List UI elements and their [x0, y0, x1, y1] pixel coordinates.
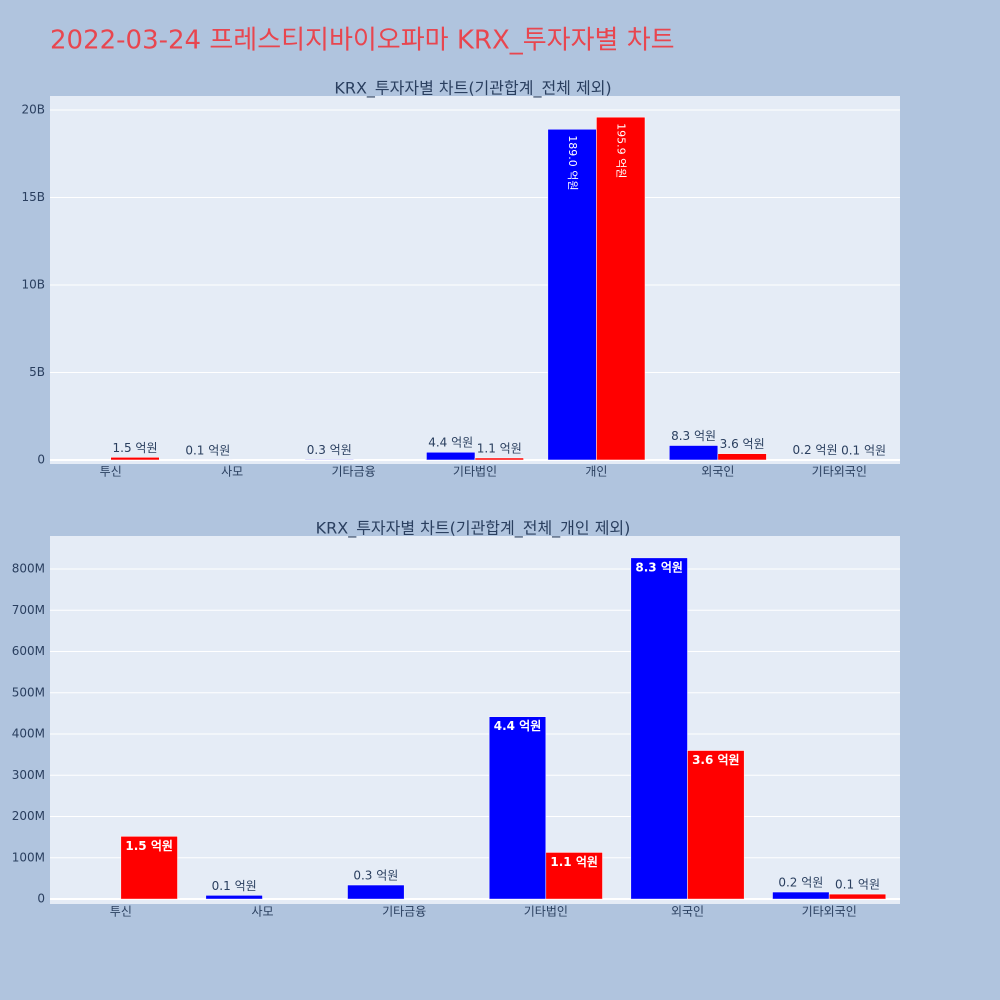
bar	[687, 750, 745, 900]
y-tick-label: 15B	[21, 190, 45, 204]
data-label: 1.5 억원	[113, 441, 158, 455]
bar	[772, 891, 830, 900]
data-label: 0.1 억원	[841, 443, 886, 457]
data-label: 8.3 억원	[635, 560, 683, 574]
x-tick-label: 사모	[251, 905, 273, 919]
y-tick-label: 700M	[12, 603, 45, 617]
data-label: 0.1 억원	[185, 443, 230, 457]
y-tick-label: 400M	[12, 727, 45, 741]
x-tick-label: 외국인	[671, 905, 704, 919]
data-label: 1.1 억원	[477, 441, 522, 455]
bar	[828, 893, 887, 900]
bar	[426, 451, 476, 461]
bar	[669, 445, 719, 461]
chart-title: KRX_투자자별 차트(기관합계_전체_개인 제외)	[316, 519, 631, 539]
x-tick-label: 외국인	[701, 465, 734, 479]
data-label: 189.0 억원	[566, 135, 579, 190]
y-tick-label: 800M	[12, 562, 45, 576]
y-tick-label: 5B	[29, 365, 45, 379]
bar	[717, 453, 767, 461]
bar	[304, 459, 354, 461]
x-tick-label: 기타외국인	[812, 465, 867, 479]
x-tick-label: 기타법인	[524, 905, 568, 919]
x-tick-label: 기타외국인	[802, 905, 857, 919]
y-tick-label: 0	[37, 892, 45, 906]
data-label: 195.9 억원	[615, 123, 628, 178]
data-label: 0.1 억원	[835, 878, 880, 892]
chart-title: KRX_투자자별 차트(기관합계_전체 제외)	[334, 79, 611, 99]
bar	[205, 895, 263, 900]
y-tick-label: 300M	[12, 768, 45, 782]
x-tick-label: 기타금융	[382, 905, 426, 919]
x-tick-label: 투신	[110, 905, 132, 919]
y-tick-label: 100M	[12, 850, 45, 864]
plot-area	[50, 96, 900, 464]
bar	[596, 116, 646, 461]
data-label: 3.6 억원	[720, 437, 765, 451]
bar	[474, 457, 524, 461]
bar	[347, 884, 405, 900]
bar	[547, 128, 597, 461]
y-tick-label: 10B	[21, 277, 45, 291]
page-title: 2022-03-24 프레스티지바이오파마 KRX_투자자별 차트	[50, 26, 675, 56]
plot-area	[50, 536, 900, 904]
bar	[488, 716, 547, 900]
x-tick-label: 투신	[100, 465, 122, 479]
data-label: 0.2 억원	[793, 443, 838, 457]
data-label: 0.1 억원	[212, 879, 257, 893]
x-tick-label: 기타법인	[453, 465, 497, 479]
bar	[630, 557, 688, 900]
y-tick-label: 20B	[21, 102, 45, 116]
data-label: 0.3 억원	[307, 443, 352, 457]
y-tick-label: 200M	[12, 809, 45, 823]
y-tick-label: 500M	[12, 685, 45, 699]
data-label: 1.1 억원	[550, 855, 598, 869]
data-label: 4.4 억원	[428, 436, 473, 450]
data-label: 1.5 억원	[125, 839, 173, 853]
x-tick-label: 개인	[585, 465, 607, 479]
bar	[110, 457, 160, 461]
x-tick-label: 기타금융	[331, 465, 375, 479]
y-tick-label: 0	[37, 452, 45, 466]
bar	[545, 852, 603, 900]
data-label: 4.4 억원	[494, 719, 542, 733]
x-tick-label: 사모	[221, 465, 243, 479]
data-label: 0.2 억원	[778, 876, 823, 890]
data-label: 8.3 억원	[671, 429, 716, 443]
data-label: 3.6 억원	[692, 753, 740, 767]
bar	[120, 836, 178, 900]
data-label: 0.3 억원	[353, 869, 398, 883]
y-tick-label: 600M	[12, 644, 45, 658]
